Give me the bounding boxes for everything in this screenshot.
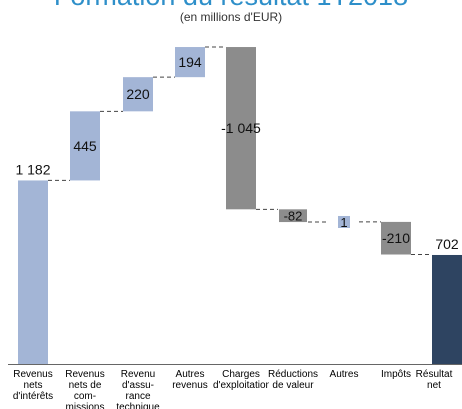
bar-8 [381, 221, 411, 255]
data-label-3: 220 [126, 86, 150, 102]
category-label-2: Revenus nets de com- missions [65, 369, 105, 409]
data-label-4: 194 [178, 54, 202, 70]
bar-6 [279, 209, 307, 223]
bar-4 [175, 47, 205, 78]
category-label-7: Autres [329, 369, 359, 380]
category-label-9: Résultat net [415, 369, 453, 391]
bar-9 [432, 254, 462, 364]
chart-subtitle: (en millions d'EUR) [179, 10, 283, 24]
category-label-1: Revenus nets d'intérêts [12, 369, 54, 402]
bar-2 [70, 111, 100, 181]
data-label-5: -1 045 [221, 120, 261, 136]
category-label-5: Charges d'exploitation [213, 369, 269, 391]
data-label-2: 445 [73, 138, 97, 154]
data-label-6: -82 [284, 209, 303, 224]
data-label-9: 702 [435, 236, 459, 252]
category-label-3: Revenu d'assu- rance technique [116, 369, 160, 409]
chart-title: Formation du résultat 1T2018 [0, 0, 462, 12]
category-label-4: Autres revenus [172, 369, 208, 391]
bar-1 [18, 180, 48, 364]
bar-7 [338, 215, 350, 228]
category-label-8: Impôts [380, 369, 411, 380]
data-label-8: -210 [382, 230, 410, 246]
data-label-7: 1 [340, 215, 347, 230]
category-label-6: Réductions de valeur [267, 369, 319, 391]
bar-3 [123, 77, 153, 112]
bar-5 [226, 47, 256, 210]
data-label-1: 1 182 [15, 161, 50, 177]
